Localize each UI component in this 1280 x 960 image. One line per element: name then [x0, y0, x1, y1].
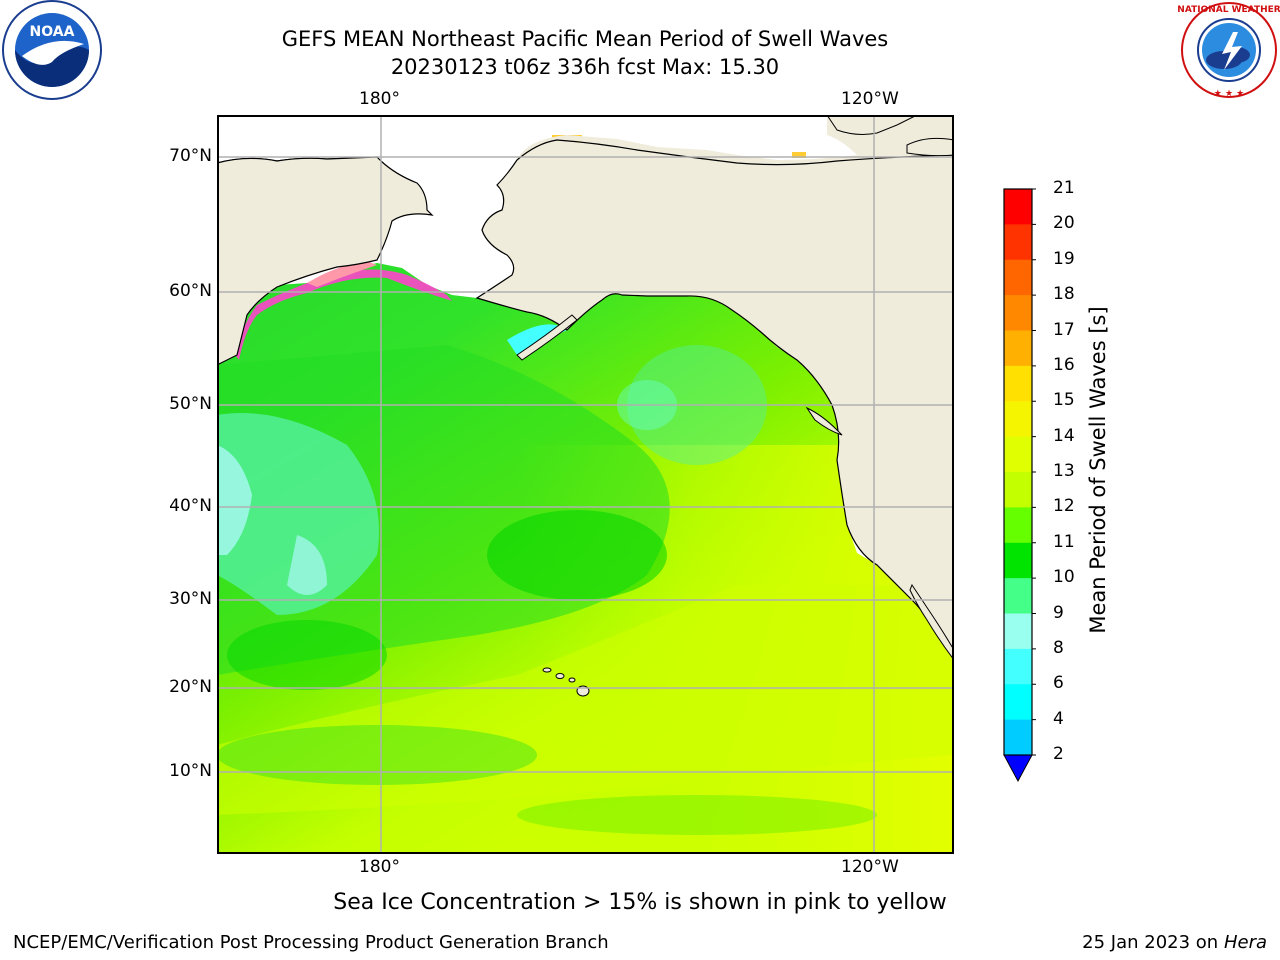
colorbar-segment [1004, 542, 1032, 579]
colorbar-tick-label: 14 [1053, 425, 1075, 446]
colorbar-segment [1004, 719, 1032, 756]
colorbar-segment [1004, 224, 1032, 261]
yellow-swath [217, 585, 954, 815]
dark-green-blob [487, 510, 667, 600]
colorbar-tick-label: 17 [1053, 319, 1075, 340]
colorbar-tick-label: 10 [1053, 567, 1075, 588]
land-chukotka [216, 115, 434, 366]
colorbar-tick-label: 11 [1053, 531, 1075, 552]
colorbar-tick-label: 4 [1053, 708, 1064, 729]
colorbar-title: Mean Period of Swell Waves [s] [1086, 306, 1110, 634]
colorbar-segment [1004, 578, 1032, 614]
colorbar-segment [1004, 613, 1032, 650]
teal-region [217, 413, 379, 615]
lat-label-70n: 70°N [169, 146, 212, 166]
colorbar-segment [1004, 648, 1032, 685]
colorbar-tick-label: 12 [1053, 496, 1075, 517]
map-svg [216, 114, 955, 854]
colorbar-tick-label: 13 [1053, 461, 1075, 481]
lat-label-30n: 30°N [169, 589, 212, 609]
swell-period-field [217, 263, 954, 854]
colorbar-svg [1003, 188, 1036, 783]
land-alaska-canada [475, 139, 955, 663]
colorbar-segment [1004, 259, 1032, 296]
colorbar-tick-label: 8 [1053, 637, 1064, 658]
footer-credit: NCEP/EMC/Verification Post Processing Pr… [13, 932, 609, 953]
lat-label-10n: 10°N [169, 761, 212, 781]
footer-date-text: 25 Jan 2023 on [1082, 932, 1224, 953]
footer-date: 25 Jan 2023 on Hera [1082, 932, 1267, 953]
colorbar-segment [1004, 365, 1032, 402]
colorbar-tick-label: 20 [1053, 213, 1075, 234]
colorbar-segment [1004, 436, 1032, 473]
colorbar-segment [1004, 189, 1032, 225]
colorbar-segment [1004, 472, 1032, 508]
cyan-patch-2 [287, 535, 327, 595]
map-frame [217, 115, 954, 854]
colorbar-extend-arrow [1003, 754, 1033, 783]
colorbar-segment [1004, 507, 1032, 544]
colorbar-tick-label: 2 [1053, 744, 1064, 764]
chart-subtitle: 20230123 t06z 336h fcst Max: 15.30 [390, 55, 780, 79]
colorbar-tick-label: 9 [1053, 602, 1064, 623]
noaa-logo-text: NOAA [30, 24, 75, 40]
land-vancouver-island [805, 406, 843, 436]
colorbar-segment [1004, 401, 1032, 438]
colorbar-tick-label: 21 [1053, 178, 1075, 198]
cyan-patch [217, 445, 252, 555]
lon-label-bottom-120w: 120°W [841, 857, 899, 877]
map-panel [216, 114, 955, 858]
lat-label-60n: 60°N [169, 281, 212, 301]
svg-text:★ ★ ★: ★ ★ ★ [1214, 89, 1244, 99]
svg-text:NATIONAL WEATHER: NATIONAL WEATHER [1178, 5, 1280, 15]
colorbar-segment [1004, 684, 1032, 721]
colorbar-tick-label: 16 [1053, 354, 1075, 375]
colorbar-segment [1004, 330, 1032, 367]
footer-host: Hera [1223, 932, 1267, 953]
lon-label-bottom-180: 180° [359, 857, 400, 877]
colorbar-tick-label: 6 [1053, 673, 1064, 694]
chart-title: GEFS MEAN Northeast Pacific Mean Period … [281, 27, 889, 51]
colorbar-tick-label: 18 [1053, 284, 1075, 305]
land-hawaii [542, 667, 590, 697]
sea-ice-note: Sea Ice Concentration > 15% is shown in … [333, 890, 947, 915]
lon-label-top-180: 180° [359, 89, 400, 109]
colorbar-tick-label: 19 [1053, 248, 1075, 269]
lat-label-20n: 20°N [169, 677, 212, 697]
colorbar [1000, 186, 1036, 790]
lat-label-50n: 50°N [169, 394, 212, 414]
nws-logo: NATIONAL WEATHER ★ ★ ★ [1177, 0, 1280, 104]
noaa-logo: NOAA [0, 0, 104, 108]
lon-label-top-120w: 120°W [841, 89, 899, 109]
colorbar-tick-label: 15 [1053, 390, 1075, 411]
lat-label-40n: 40°N [169, 496, 212, 516]
graticule [217, 115, 954, 854]
colorbar-segment [1004, 295, 1032, 331]
